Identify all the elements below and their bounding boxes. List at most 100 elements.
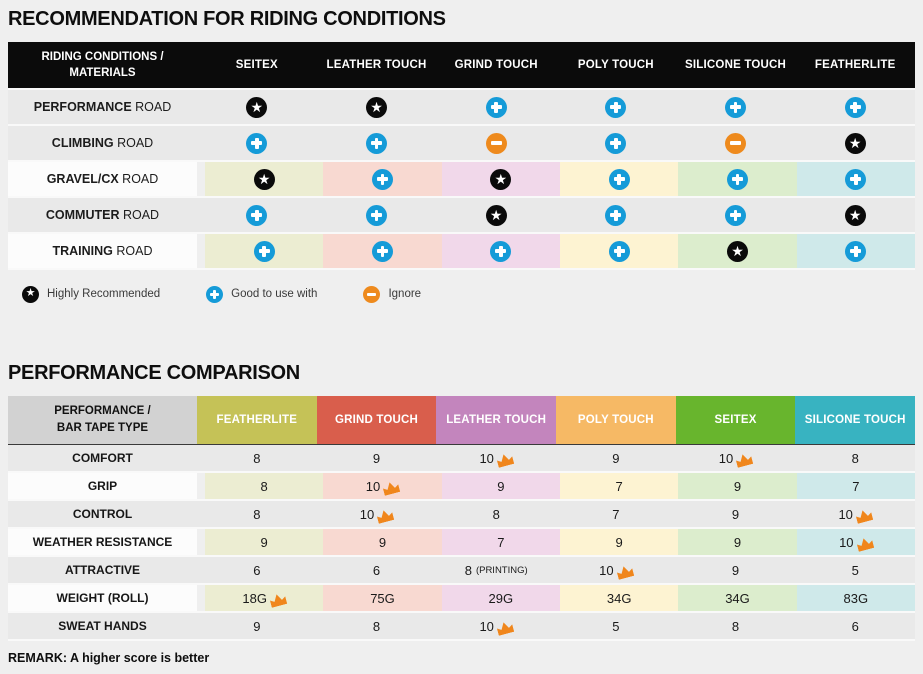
cell-value: 9 [733,478,742,494]
cell-value: 6 [253,562,261,578]
performance-cell-seitex: 8 [675,613,796,639]
cell-value: 18G [242,590,267,606]
riding-cell-seitex [197,126,317,160]
cell-value: 5 [851,562,859,578]
cell-value: 34G [725,590,750,606]
riding-row-climbing: CLIMBING ROAD ★ [8,126,916,162]
column-header-silicone-touch: SILICONE TOUCH [795,396,916,444]
performance-comparison-table: PERFORMANCE / BAR TAPE TYPE FEATHERLITE G… [8,396,916,641]
riding-cell-poly-touch [556,90,676,124]
performance-cell-silicone-touch: 5 [795,557,916,583]
performance-table-body: COMFORT 8 9 10 9 10 8 GRIP 8 10 9 7 9 7 CONTROL 8 10 8 7 9 1… [8,445,916,641]
performance-cell-poly-touch: 7 [556,501,676,527]
column-header-grind-touch: GRIND TOUCH [454,59,538,71]
performance-cell-poly-touch: 5 [556,613,676,639]
column-header-featherlite: FEATHERLITE [197,396,317,444]
performance-cell-seitex: 9 [675,501,796,527]
plus-icon [845,168,867,190]
performance-cell-silicone-touch: 8 [795,445,916,471]
cell-value: 9 [731,506,740,522]
cell-value: 8 [464,562,472,578]
cell-value: 8 [492,506,500,522]
performance-cell-leather-touch: 10 [436,613,557,639]
performance-cell-grind-touch: 75G [323,585,442,611]
plus-icon [371,168,393,190]
row-label-strong: TRAINING [52,244,113,258]
performance-cell-leather-touch: 7 [441,529,560,555]
legend-label: Highly Recommended [47,288,161,300]
performance-table-header-row: PERFORMANCE / BAR TAPE TYPE FEATHERLITE G… [8,396,916,445]
cell-value: 9 [733,534,742,550]
performance-cell-grind-touch: 6 [316,557,437,583]
cell-value: 10 [359,506,375,522]
performance-cell-leather-touch: 10 [436,445,557,471]
performance-cell-grind-touch: 9 [316,445,437,471]
section2-title: PERFORMANCE COMPARISON [8,362,300,384]
performance-cell-silicone-touch: 7 [796,473,915,499]
cell-value: 8 [372,618,381,634]
row-label-rest: ROAD [119,208,160,222]
column-header-silicone-touch: SILICONE TOUCH [685,59,787,71]
plus-icon [371,240,393,262]
performance-cell-silicone-touch: 10 [795,501,916,527]
performance-cell-featherlite: 8 [197,501,317,527]
performance-header-label-line1: PERFORMANCE / [54,405,151,418]
minus-icon [363,285,381,303]
star-icon: ★ [844,132,866,154]
performance-row-grip: GRIP 8 10 9 7 9 7 [8,473,915,501]
cell-value: 8 [260,478,268,494]
row-label: SWEAT HANDS [8,613,197,639]
row-label: ATTRACTIVE [8,557,197,583]
plus-icon [366,132,387,154]
riding-header-label: RIDING CONDITIONS / MATERIALS [8,49,197,81]
row-label: CONTROL [8,501,197,527]
legend-item-ignore: Ignore [363,285,421,303]
column-header-leather-touch: LEATHER TOUCH [436,396,557,444]
riding-cell-leather-touch [323,162,442,196]
cell-value: 10 [479,450,494,466]
legend-item-highly-recommended: ★ Highly Recommended [22,285,161,303]
riding-cell-silicone-touch [675,198,796,232]
cell-value: 7 [615,478,623,494]
riding-cell-seitex [205,234,324,268]
cell-value: 29G [488,590,514,606]
row-label: WEATHER RESISTANCE [8,529,205,555]
performance-cell-featherlite: 9 [197,613,317,639]
column-header-poly-touch: POLY TOUCH [577,59,654,71]
performance-cell-featherlite: 9 [205,529,324,555]
performance-cell-grind-touch: 10 [323,473,442,499]
riding-row-performance: PERFORMANCE ROAD ★ ★ [8,90,916,126]
cell-value: 9 [260,534,268,550]
row-label-strong: PERFORMANCE [33,100,132,114]
row-label-strong: CLIMBING [51,136,114,150]
riding-cell-featherlite: ★ [795,198,916,232]
performance-row-weight-roll: WEIGHT (ROLL) 18G 75G 29G 34G 34G 83G [8,585,915,613]
riding-cell-leather-touch [316,198,437,232]
riding-cell-leather-touch: ★ [316,90,437,124]
cell-value: 6 [851,618,859,634]
cell-value: 9 [612,450,620,466]
riding-cell-grind-touch [436,126,557,160]
cell-value: 9 [378,534,387,550]
riding-cell-grind-touch: ★ [436,198,557,232]
performance-header-label-line2: BAR TAPE TYPE [56,422,149,434]
riding-row-gravel-cx: GRAVEL/CX ROAD ★ ★ [8,162,915,198]
column-header-grind-touch: GRIND TOUCH [316,396,437,444]
riding-cell-featherlite [796,234,915,268]
performance-cell-leather-touch: 29G [441,585,560,611]
riding-cell-poly-touch [559,234,679,268]
plus-icon [246,132,268,154]
plus-icon [725,204,747,226]
performance-row-weather-resistance: WEATHER RESISTANCE 9 9 7 9 9 10 [8,529,915,557]
crown-icon [496,452,515,468]
row-label: TRAINING ROAD [8,234,205,268]
column-header-poly-touch: POLY TOUCH [556,396,676,444]
riding-table-header-row: RIDING CONDITIONS / MATERIALS SEITEX LEAT… [8,42,915,90]
performance-cell-silicone-touch: 6 [795,613,916,639]
cell-value: 9 [253,618,261,634]
cell-value: 9 [615,534,623,550]
cell-value: 9 [372,450,381,466]
performance-row-comfort: COMFORT 8 9 10 9 10 8 [8,445,916,473]
crown-icon [855,508,874,524]
